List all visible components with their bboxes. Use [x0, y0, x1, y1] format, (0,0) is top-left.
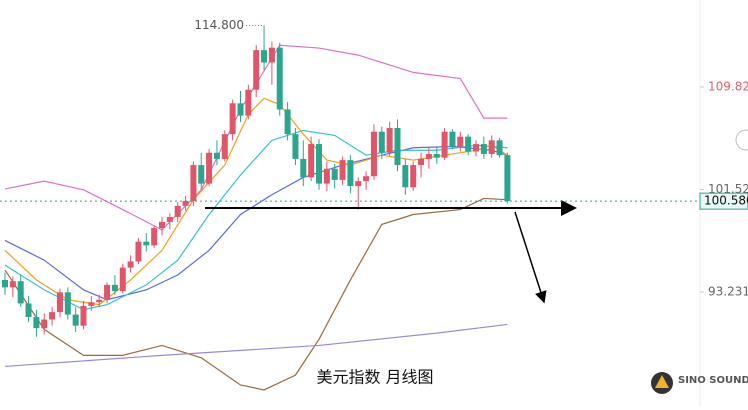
candle-body: [41, 319, 48, 329]
y-tick-label: 109.822: [708, 79, 748, 93]
indicator-line: [4, 197, 508, 391]
candle-body: [253, 50, 260, 90]
candle-body: [56, 292, 63, 313]
y-tick-label: 93.231: [708, 284, 748, 298]
candle-body: [480, 144, 487, 154]
price-label: 100.580: [704, 194, 748, 208]
candle-body: [300, 158, 307, 178]
candle-body: [159, 221, 165, 229]
indicator-line: [4, 129, 508, 311]
candle-body: [441, 131, 448, 158]
candle-body: [135, 241, 142, 262]
candle-body: [2, 279, 8, 288]
candle-body: [433, 153, 440, 158]
candle-body: [111, 284, 118, 292]
candle-body: [206, 152, 213, 184]
candle-body: [323, 168, 330, 184]
candle-body: [182, 200, 189, 206]
plot: [2, 25, 511, 391]
candle-body: [488, 140, 495, 154]
candle-body: [127, 261, 134, 268]
peak-label: 114.800: [194, 18, 244, 32]
logo-mark: [655, 375, 669, 388]
indicator-line: [4, 323, 508, 368]
indicator-line: [4, 145, 508, 301]
candle-body: [449, 131, 456, 147]
indicator-line: [4, 44, 508, 231]
candle-body: [119, 267, 126, 292]
candle-body: [268, 47, 275, 63]
candle-body: [355, 181, 362, 187]
logo: SINO SOUND: [651, 372, 748, 394]
candle-body: [386, 128, 393, 153]
candle-body: [143, 241, 150, 246]
candle-body: [292, 134, 299, 159]
candle-body: [190, 165, 197, 201]
candle-body: [166, 216, 173, 222]
candle-body: [425, 153, 432, 159]
candle-body: [418, 158, 425, 166]
candle-body: [284, 109, 291, 135]
candle-body: [331, 168, 338, 180]
candle-body: [363, 176, 370, 182]
side-icon: [735, 129, 748, 151]
candle-body: [473, 144, 479, 152]
chart-title: 美元指数 月线图: [316, 368, 433, 387]
candle-body: [245, 89, 252, 116]
candle-body: [96, 299, 103, 303]
candle-body: [394, 128, 401, 166]
candle-body: [9, 281, 16, 288]
candle-body: [410, 165, 417, 188]
candle-body: [308, 144, 315, 178]
candle-body: [496, 140, 503, 156]
candle-body: [237, 103, 244, 116]
candle-body: [33, 317, 40, 329]
candle-body: [261, 50, 268, 63]
candle-body: [88, 302, 95, 306]
candle-body: [151, 228, 158, 246]
candle-body: [229, 103, 236, 135]
candle-body: [339, 160, 346, 180]
candle-body: [347, 160, 354, 187]
candle-body: [198, 165, 205, 184]
candle-body: [72, 314, 79, 326]
candle-body: [402, 165, 409, 188]
candle-body: [49, 312, 56, 320]
candle-body: [221, 134, 228, 159]
candle-body: [104, 284, 111, 300]
brand: SINO SOUND: [678, 375, 748, 386]
candle-body: [25, 303, 32, 318]
down-arrow: [514, 211, 547, 304]
y-tick-label: 101.526: [708, 182, 748, 196]
candle-body: [504, 155, 511, 202]
candle-body: [370, 131, 377, 177]
candle-body: [64, 292, 71, 315]
candle-body: [276, 47, 283, 110]
candle-body: [457, 136, 464, 147]
candle-body: [174, 205, 181, 217]
price-box: [699, 192, 748, 210]
candle-body: [378, 131, 385, 153]
candle-body: [465, 136, 472, 152]
candle-body: [213, 152, 220, 159]
candle-body: [17, 281, 24, 304]
candle-body: [80, 305, 87, 326]
candle-body: [316, 144, 322, 184]
